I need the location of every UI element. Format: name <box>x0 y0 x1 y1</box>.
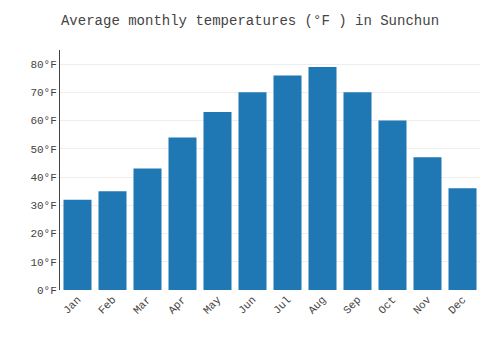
svg-text:Jun: Jun <box>236 294 258 316</box>
svg-text:Dec: Dec <box>446 294 468 316</box>
svg-text:Apr: Apr <box>166 294 188 316</box>
svg-text:Mar: Mar <box>131 294 153 316</box>
svg-text:May: May <box>201 294 224 317</box>
svg-text:Nov: Nov <box>411 294 434 317</box>
svg-text:Aug: Aug <box>306 294 328 316</box>
svg-text:Average monthly temperatures (: Average monthly temperatures (°F ) in Su… <box>61 13 439 29</box>
svg-text:Feb: Feb <box>96 294 118 316</box>
svg-text:30°F: 30°F <box>30 200 56 212</box>
svg-text:60°F: 60°F <box>30 115 56 127</box>
svg-text:80°F: 80°F <box>30 59 56 71</box>
svg-text:10°F: 10°F <box>30 257 56 269</box>
svg-text:70°F: 70°F <box>30 87 56 99</box>
svg-text:Jan: Jan <box>61 294 83 316</box>
svg-text:20°F: 20°F <box>30 228 56 240</box>
svg-text:50°F: 50°F <box>30 144 56 156</box>
svg-text:40°F: 40°F <box>30 172 56 184</box>
svg-text:Jul: Jul <box>271 294 293 316</box>
svg-text:Oct: Oct <box>376 294 398 316</box>
svg-text:Sep: Sep <box>341 294 363 316</box>
svg-text:0°F: 0°F <box>37 285 57 297</box>
